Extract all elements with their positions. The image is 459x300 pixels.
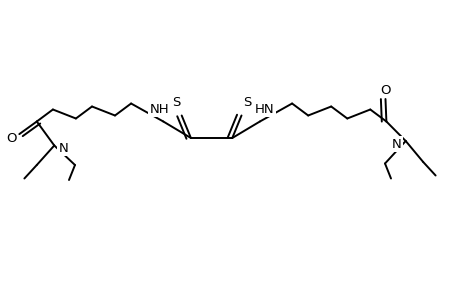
Text: O: O [6,132,16,145]
Text: O: O [380,83,390,97]
Text: NH: NH [150,103,169,116]
Text: S: S [242,95,251,109]
Text: N: N [58,142,68,155]
Text: S: S [172,95,180,109]
Text: HN: HN [254,103,274,116]
Text: N: N [391,137,401,151]
